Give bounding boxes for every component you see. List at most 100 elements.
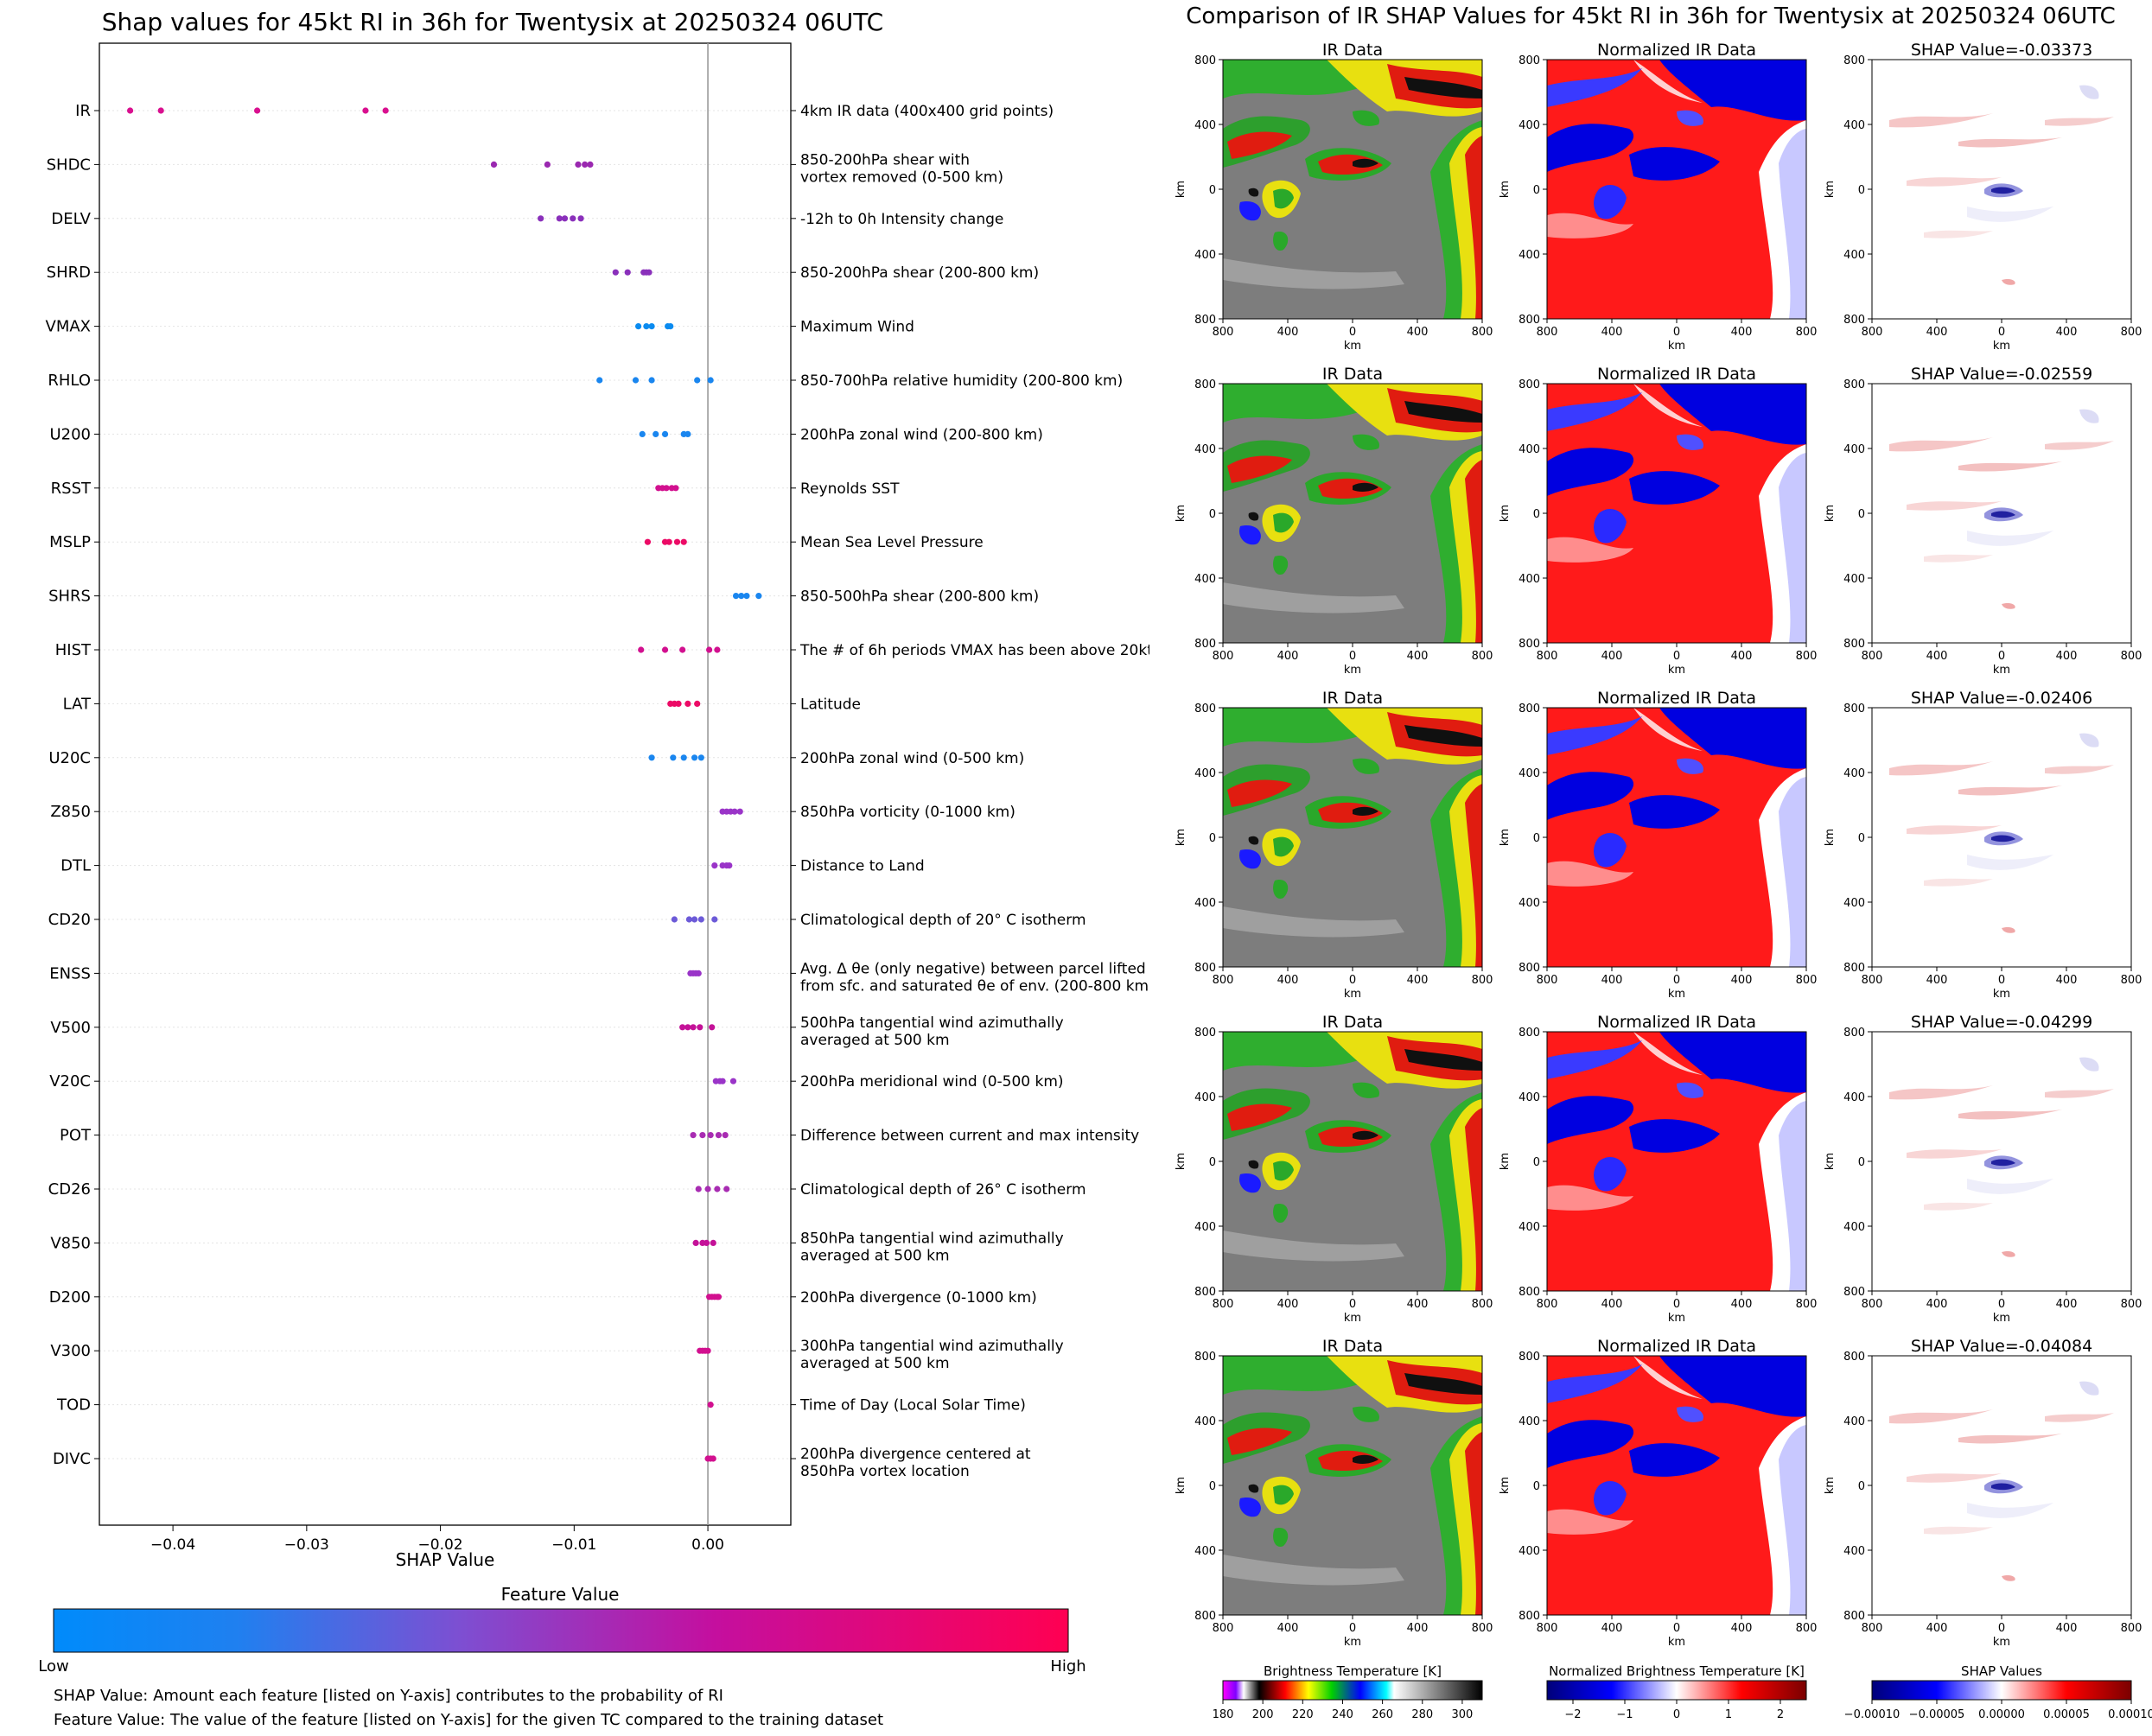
- x-tick-label: 400: [1407, 974, 1429, 987]
- panel-title: IR Data: [1322, 365, 1383, 384]
- y-tick-label: 800: [1843, 1351, 1865, 1364]
- feature-description-enss: Avg. Δ θe (only negative) between parcel…: [800, 960, 1149, 995]
- y-tick-label: 800: [1843, 1286, 1865, 1299]
- x-tick-label: 0: [1673, 650, 1680, 663]
- y-tick-label: 800: [1843, 962, 1865, 975]
- x-tick-label: 800: [2121, 1622, 2142, 1635]
- x-tick-label: 800: [1537, 326, 1558, 339]
- panel-image: [1872, 1032, 2131, 1291]
- x-tick-label: −0.03: [284, 1536, 329, 1554]
- x-axis-label: km: [1993, 1312, 2010, 1325]
- shap-point-mslp: [680, 538, 687, 545]
- row-gridlines: [94, 110, 796, 1459]
- shap-point-hist: [661, 646, 669, 653]
- shap-point-ir: [157, 107, 164, 114]
- shap-point-lat: [694, 700, 701, 708]
- shap-point-v500: [697, 1024, 704, 1031]
- colorbar-tick-label: 220: [1292, 1708, 1314, 1721]
- y-tick-label: 800: [1843, 1027, 1865, 1040]
- panel-image: [1547, 384, 1806, 643]
- shap-point-v500: [690, 1024, 697, 1031]
- y-tick-label: 400: [1843, 767, 1865, 780]
- feature-description-rsst: Reynolds SST: [800, 480, 900, 498]
- feature-description-cd26: Climatological depth of 26° C isotherm: [800, 1181, 1086, 1199]
- x-tick-label: 0: [1349, 1298, 1356, 1311]
- x-tick-label: 800: [2121, 650, 2142, 663]
- shap-point-shdc: [490, 161, 498, 168]
- shap-point-rhlo: [694, 377, 701, 384]
- x-tick-label: 400: [1926, 1298, 1948, 1311]
- colorbar-tick-label: 240: [1332, 1708, 1353, 1721]
- x-tick-label: 400: [1277, 974, 1299, 987]
- feature-label-cd26: CD26: [48, 1180, 91, 1199]
- x-tick-label: 800: [1796, 326, 1818, 339]
- y-tick-label: 400: [1518, 897, 1540, 910]
- y-tick-label: 800: [1843, 1610, 1865, 1623]
- feature-description-pot: Difference between current and max inten…: [800, 1128, 1139, 1145]
- y-tick-label: 400: [1843, 119, 1865, 132]
- y-tick-label: 800: [1194, 54, 1216, 67]
- y-axis-label: km: [1824, 1153, 1837, 1170]
- shap-point-u200: [653, 430, 659, 437]
- shap-point-cd26: [704, 1186, 711, 1192]
- shap-point-v500: [709, 1024, 716, 1031]
- feature-description-rhlo: 850-700hPa relative humidity (200-800 km…: [800, 372, 1123, 390]
- normalized-ir-panel-4: Normalized IR Data8008004004000040040080…: [1499, 1013, 1817, 1325]
- feature-description-mslp: Mean Sea Level Pressure: [800, 534, 984, 551]
- shap-point-vmax: [667, 323, 674, 330]
- y-axis-label: km: [1499, 505, 1512, 522]
- panel-image: [1223, 384, 1482, 643]
- x-tick-label: 800: [1213, 650, 1234, 663]
- y-tick-label: 400: [1843, 1091, 1865, 1104]
- shap-points: [126, 107, 762, 1462]
- x-axis-label: km: [1668, 988, 1685, 1001]
- x-tick-label: 800: [1862, 1298, 1883, 1311]
- y-tick-label: 400: [1843, 443, 1865, 456]
- x-tick-label: 800: [1862, 974, 1883, 987]
- shap-point-pot: [707, 1132, 714, 1139]
- shap-panel-1: SHAP Value=-0.03373800800400400004004008…: [1824, 41, 2142, 353]
- colorbar-label: Brightness Temperature [K]: [1264, 1663, 1442, 1679]
- x-tick-label: 800: [2121, 326, 2142, 339]
- x-axis-label: km: [1344, 988, 1361, 1001]
- x-tick-label: 800: [1537, 974, 1558, 987]
- shap-point-mslp: [665, 538, 672, 545]
- y-tick-label: 0: [1209, 184, 1216, 197]
- footnote-shap-value: SHAP Value: Amount each feature [listed …: [54, 1687, 723, 1705]
- y-tick-label: 0: [1209, 1156, 1216, 1169]
- y-tick-label: 400: [1518, 1221, 1540, 1234]
- x-tick-label: 400: [1731, 1298, 1753, 1311]
- plot-area-frame: [99, 42, 792, 1526]
- panel-image: [1872, 60, 2131, 319]
- x-tick-label: 400: [1601, 1622, 1623, 1635]
- y-tick-label: 400: [1518, 1091, 1540, 1104]
- colorbar-gradient: [1222, 1680, 1483, 1701]
- feature-description-u20c: 200hPa zonal wind (0-500 km): [800, 750, 1024, 767]
- x-tick-label: 400: [1277, 1298, 1299, 1311]
- x-axis-label: km: [1344, 664, 1361, 677]
- feature-label-hist: HIST: [55, 641, 92, 659]
- y-tick-label: 800: [1843, 54, 1865, 67]
- y-tick-label: 400: [1843, 1221, 1865, 1234]
- x-tick-label: 800: [1537, 1298, 1558, 1311]
- x-tick-label: 400: [1926, 1622, 1948, 1635]
- feature-description-lat: Latitude: [800, 696, 861, 713]
- y-tick-label: 0: [1209, 832, 1216, 845]
- shap-point-shrd: [612, 269, 619, 276]
- shap-point-ir: [253, 107, 261, 114]
- shap-point-rsst: [663, 485, 670, 492]
- y-axis-label: km: [1175, 505, 1187, 522]
- feature-label-vmax: VMAX: [46, 318, 92, 336]
- x-tick-label: 0: [1673, 1298, 1680, 1311]
- x-tick-label: 400: [1277, 326, 1299, 339]
- brightness-temperature-colorbar: Brightness Temperature [K] 180 200 220 240 26…: [1213, 1663, 1483, 1721]
- feature-description-delv: -12h to 0h Intensity change: [800, 211, 1003, 228]
- shap-point-mslp: [644, 538, 652, 545]
- colorbar-tick-label: −2: [1564, 1708, 1581, 1721]
- feature-label-z850: Z850: [50, 803, 91, 821]
- shap-point-v850: [710, 1239, 716, 1246]
- x-tick-label: 400: [1407, 650, 1429, 663]
- shap-panel-5: SHAP Value=-0.04084800800400400004004008…: [1824, 1337, 2142, 1649]
